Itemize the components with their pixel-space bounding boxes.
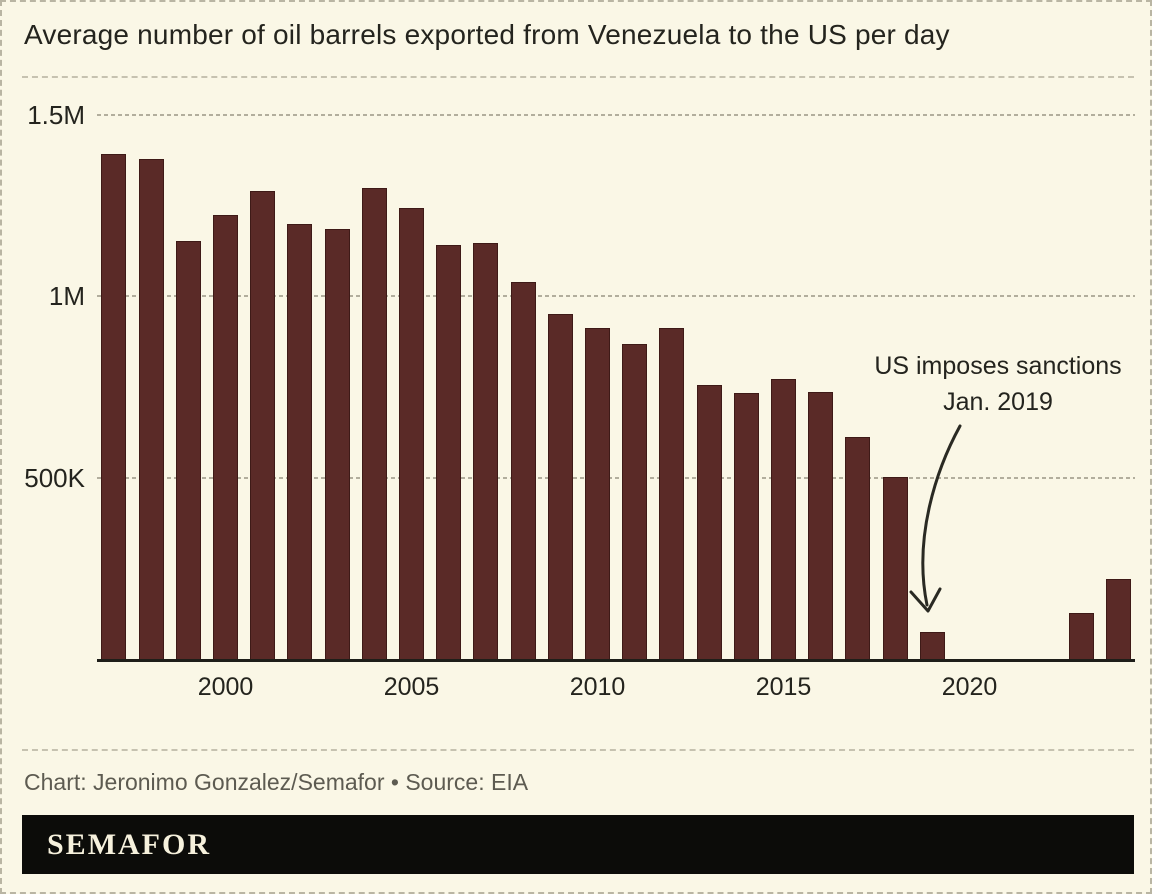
sanctions-annotation-line-2: Jan. 2019 [943,388,1053,416]
annotation-arrow-head [909,587,942,613]
bar-2024 [1105,578,1131,660]
bar-2007 [473,242,499,660]
bar-2019 [919,632,945,660]
semafor-logo-text: SEMAFOR [47,827,211,861]
bar-2017 [845,436,871,660]
bar-2009 [547,314,573,660]
bar-2006 [436,245,462,660]
bar-1997 [101,153,127,660]
chart-title: Average number of oil barrels exported f… [24,19,950,50]
bar-2004 [361,187,387,660]
chart-credit: Chart: Jeronimo Gonzalez/Semafor • Sourc… [24,769,529,795]
x-axis-label-2010: 2010 [569,673,626,701]
bar-1999 [175,241,201,660]
sanctions-annotation: US imposes sanctions Jan. 2019 [864,348,1132,420]
x-axis-label-2020: 2020 [941,673,998,701]
bar-2002 [287,224,313,660]
bar-2000 [213,215,238,660]
semafor-logo-bar: SEMAFOR [22,815,1134,874]
x-axis-label-2015: 2015 [755,673,812,701]
bar-2016 [808,391,834,660]
y-axis-label-500K: 500K [24,463,85,494]
gridline-500K [97,477,1135,480]
bar-2003 [324,229,350,660]
bar-2015 [771,379,796,660]
bar-2014 [733,393,759,660]
bar-2011 [622,344,648,660]
bar-2008 [510,282,536,660]
bar-2018 [882,477,908,660]
x-axis-label-2000: 2000 [197,673,254,701]
y-axis-label-1M: 1M [48,281,85,312]
bar-2012 [659,328,685,660]
bar-1998 [138,158,164,660]
bar-2010 [585,328,610,660]
footer-separator [22,749,1134,751]
annotation-arrow-shaft [921,424,962,607]
bar-2013 [696,385,722,660]
gridline-1M [97,295,1135,298]
title-separator [22,76,1134,78]
y-axis-label-1.5M: 1.5M [27,99,85,130]
x-axis-label-2005: 2005 [383,673,440,701]
bar-2005 [399,208,424,660]
gridline-1.5M [97,113,1135,116]
bar-2001 [250,190,276,660]
x-axis-line [97,659,1135,662]
bar-2023 [1068,613,1094,660]
sanctions-annotation-line-1: US imposes sanctions [874,352,1122,380]
